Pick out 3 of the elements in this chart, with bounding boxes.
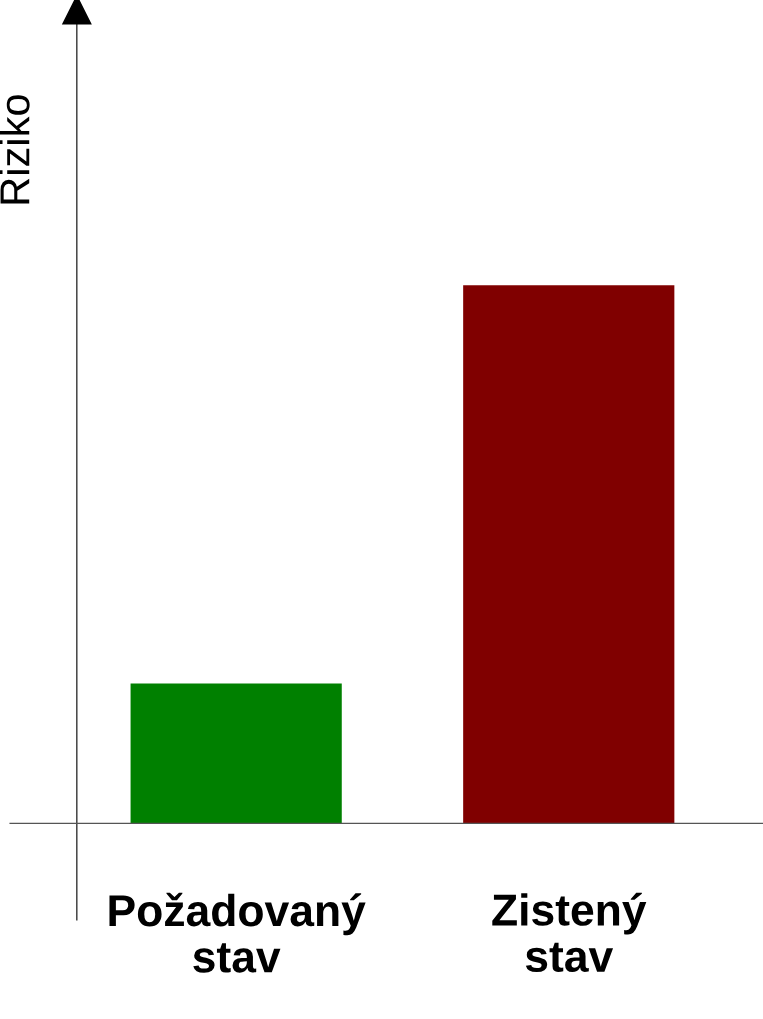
y-axis-title: Riziko (0, 95, 30, 204)
x-tick-label: Požadovaný stav (109, 892, 366, 973)
x-tick-label: Zistený stav (492, 892, 647, 973)
